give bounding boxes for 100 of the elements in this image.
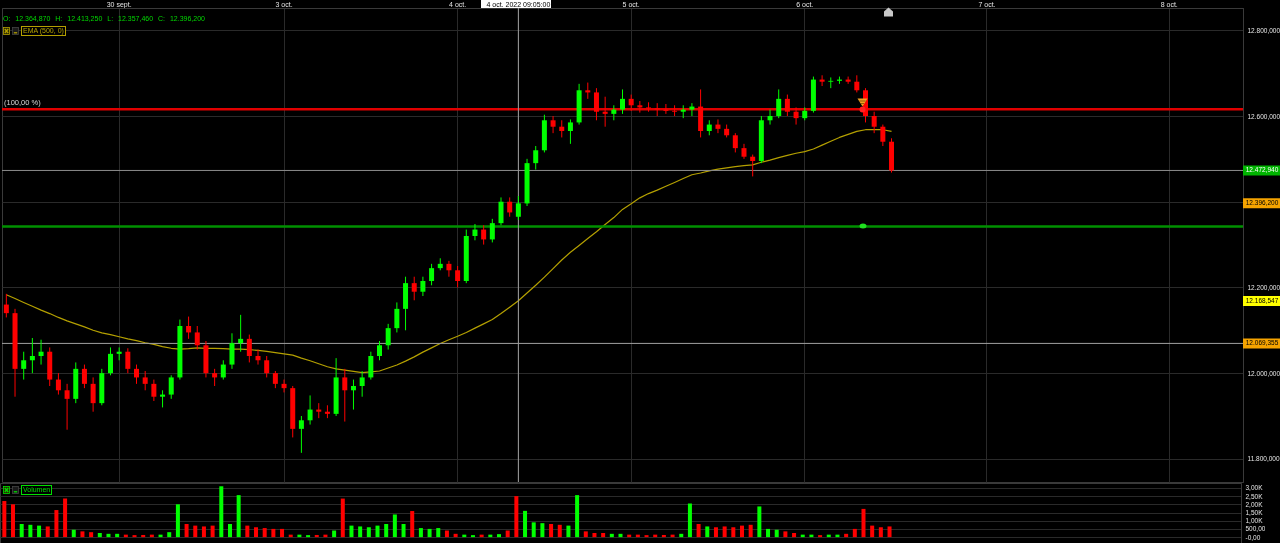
candlestick xyxy=(246,334,252,363)
bar xyxy=(340,498,345,538)
bar xyxy=(262,528,267,538)
candlestick xyxy=(90,376,96,413)
candlestick xyxy=(38,339,44,366)
bar xyxy=(97,533,102,538)
bar xyxy=(63,498,68,538)
candlestick xyxy=(350,379,356,411)
bar xyxy=(523,510,528,538)
candlestick xyxy=(21,351,27,381)
bar xyxy=(861,508,866,538)
bar xyxy=(106,533,111,538)
candlestick xyxy=(255,349,261,366)
bar xyxy=(236,495,241,538)
bar xyxy=(618,533,623,538)
candlestick xyxy=(672,104,678,117)
bar xyxy=(227,523,232,538)
bar xyxy=(731,527,736,538)
candlestick xyxy=(411,276,417,301)
bar xyxy=(167,532,172,538)
bar xyxy=(878,527,883,538)
candlestick xyxy=(194,325,200,351)
bar xyxy=(2,501,7,538)
candlestick xyxy=(602,96,608,128)
bar xyxy=(375,525,380,538)
bar xyxy=(514,496,519,538)
candlestick xyxy=(507,196,513,218)
bar xyxy=(71,529,76,538)
bar xyxy=(540,523,545,538)
bar xyxy=(870,525,875,538)
candlestick xyxy=(732,132,738,153)
candlestick xyxy=(29,337,35,374)
bar xyxy=(722,526,727,538)
candlestick xyxy=(281,379,287,393)
bar xyxy=(366,527,371,538)
bar xyxy=(757,506,762,538)
bar xyxy=(687,503,692,538)
candlestick xyxy=(359,370,365,398)
candlestick xyxy=(229,332,235,370)
candlestick xyxy=(515,195,521,221)
candlestick xyxy=(828,76,834,89)
candlestick xyxy=(481,224,487,246)
bar xyxy=(184,523,189,538)
bar xyxy=(19,523,24,538)
candlestick xyxy=(220,359,226,381)
bar xyxy=(566,525,571,538)
bar xyxy=(193,525,198,538)
candlestick xyxy=(637,100,643,114)
candlestick xyxy=(776,88,782,119)
bar xyxy=(392,514,397,538)
candlestick xyxy=(845,76,851,85)
bar xyxy=(410,511,415,538)
bar xyxy=(280,528,285,538)
bar xyxy=(505,530,510,538)
candlestick xyxy=(368,351,374,381)
bar xyxy=(201,526,206,538)
bar xyxy=(713,527,718,538)
bar xyxy=(783,531,788,538)
candlestick xyxy=(394,301,400,333)
candlestick xyxy=(55,372,61,396)
bar xyxy=(384,523,389,538)
candlestick xyxy=(298,415,304,454)
candlestick xyxy=(3,293,9,318)
bar xyxy=(401,523,406,538)
bar xyxy=(427,528,432,538)
bar xyxy=(418,528,423,538)
bar xyxy=(37,525,42,538)
bar xyxy=(748,524,753,538)
bar xyxy=(89,532,94,538)
candlestick xyxy=(385,323,391,351)
bar xyxy=(210,525,215,538)
candlestick xyxy=(134,364,140,385)
candlestick xyxy=(871,111,877,134)
candlestick xyxy=(880,124,886,147)
bar xyxy=(11,504,16,538)
bar xyxy=(271,528,276,538)
candlestick xyxy=(593,87,599,121)
candlestick xyxy=(689,102,695,117)
bar xyxy=(792,533,797,538)
candlestick xyxy=(620,88,625,115)
bar xyxy=(531,522,536,538)
bar xyxy=(28,524,33,538)
bar xyxy=(740,525,744,538)
candlestick xyxy=(715,118,721,134)
bar xyxy=(557,524,562,538)
bar xyxy=(175,504,180,538)
candlestick xyxy=(784,94,790,117)
candlestick xyxy=(489,218,495,243)
bar xyxy=(436,528,441,538)
bar xyxy=(601,533,606,538)
bar xyxy=(45,526,50,538)
bar xyxy=(497,534,501,538)
candlestick xyxy=(446,260,452,278)
candlestick xyxy=(819,74,825,87)
bar xyxy=(575,495,580,538)
candlestick xyxy=(420,276,426,297)
candlestick xyxy=(455,265,461,288)
candlestick xyxy=(429,263,435,286)
bar xyxy=(549,523,554,538)
candlestick xyxy=(151,379,157,402)
